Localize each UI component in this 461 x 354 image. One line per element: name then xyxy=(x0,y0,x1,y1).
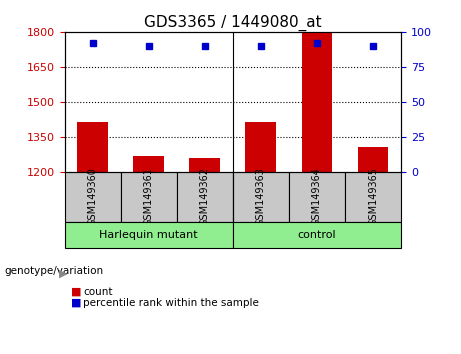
Bar xyxy=(177,172,233,222)
Text: genotype/variation: genotype/variation xyxy=(5,266,104,276)
Text: GSM149361: GSM149361 xyxy=(144,167,154,227)
Bar xyxy=(121,172,177,222)
Text: control: control xyxy=(298,230,336,240)
Text: GSM149362: GSM149362 xyxy=(200,167,210,227)
Text: GSM149360: GSM149360 xyxy=(88,167,98,227)
Bar xyxy=(77,121,108,172)
Bar xyxy=(245,121,276,172)
Text: ■: ■ xyxy=(71,298,82,308)
Bar xyxy=(301,34,332,172)
Bar xyxy=(233,222,401,248)
Text: GSM149364: GSM149364 xyxy=(312,167,322,227)
Bar xyxy=(65,172,121,222)
Text: ▶: ▶ xyxy=(59,268,67,278)
Bar xyxy=(65,222,233,248)
Text: ■: ■ xyxy=(71,287,82,297)
Text: Harlequin mutant: Harlequin mutant xyxy=(100,230,198,240)
Text: percentile rank within the sample: percentile rank within the sample xyxy=(83,298,259,308)
Bar xyxy=(189,158,220,172)
Title: GDS3365 / 1449080_at: GDS3365 / 1449080_at xyxy=(144,14,322,30)
Text: GSM149363: GSM149363 xyxy=(256,167,266,227)
Bar xyxy=(233,172,289,222)
Bar xyxy=(133,156,164,172)
Bar xyxy=(345,172,401,222)
Bar xyxy=(358,147,389,172)
Bar xyxy=(289,172,345,222)
Text: count: count xyxy=(83,287,112,297)
Text: GSM149365: GSM149365 xyxy=(368,167,378,227)
